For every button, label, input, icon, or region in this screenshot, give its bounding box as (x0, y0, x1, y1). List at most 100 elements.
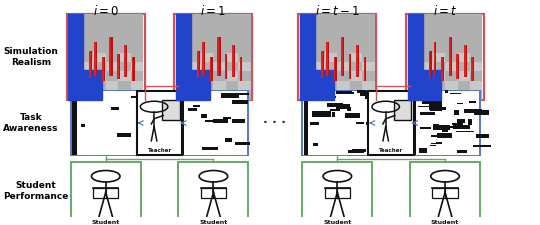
FancyBboxPatch shape (457, 103, 463, 104)
FancyBboxPatch shape (406, 14, 484, 100)
FancyBboxPatch shape (176, 72, 188, 81)
FancyBboxPatch shape (300, 72, 312, 81)
FancyBboxPatch shape (131, 62, 143, 72)
FancyBboxPatch shape (206, 120, 213, 122)
Text: Student: Student (323, 220, 352, 225)
FancyBboxPatch shape (71, 162, 141, 220)
FancyBboxPatch shape (118, 72, 131, 81)
FancyBboxPatch shape (240, 57, 242, 81)
FancyBboxPatch shape (441, 57, 443, 81)
FancyBboxPatch shape (327, 103, 343, 107)
FancyBboxPatch shape (310, 122, 319, 125)
FancyBboxPatch shape (325, 53, 338, 62)
FancyBboxPatch shape (179, 91, 247, 155)
FancyBboxPatch shape (411, 91, 416, 155)
FancyBboxPatch shape (429, 51, 431, 78)
FancyBboxPatch shape (201, 72, 213, 81)
FancyBboxPatch shape (81, 81, 93, 90)
FancyBboxPatch shape (201, 114, 207, 118)
FancyBboxPatch shape (433, 53, 445, 62)
FancyBboxPatch shape (345, 113, 360, 118)
FancyBboxPatch shape (304, 91, 308, 155)
FancyBboxPatch shape (408, 90, 420, 100)
FancyBboxPatch shape (71, 90, 141, 155)
FancyBboxPatch shape (217, 37, 220, 76)
Text: Student: Student (431, 220, 459, 225)
FancyBboxPatch shape (341, 37, 345, 76)
FancyBboxPatch shape (300, 53, 312, 62)
FancyBboxPatch shape (471, 57, 473, 81)
FancyBboxPatch shape (303, 91, 372, 155)
FancyBboxPatch shape (411, 91, 479, 155)
FancyBboxPatch shape (226, 90, 238, 100)
FancyBboxPatch shape (313, 143, 318, 146)
Text: $i = t$: $i = t$ (433, 4, 457, 18)
FancyBboxPatch shape (476, 134, 489, 138)
FancyBboxPatch shape (210, 57, 212, 81)
FancyBboxPatch shape (348, 54, 350, 79)
FancyBboxPatch shape (68, 72, 81, 81)
FancyBboxPatch shape (202, 42, 204, 76)
FancyBboxPatch shape (338, 62, 350, 72)
FancyBboxPatch shape (237, 93, 249, 95)
FancyBboxPatch shape (367, 147, 382, 150)
FancyBboxPatch shape (436, 142, 442, 144)
FancyBboxPatch shape (298, 14, 376, 100)
FancyBboxPatch shape (420, 126, 430, 129)
FancyBboxPatch shape (433, 90, 445, 100)
FancyBboxPatch shape (418, 89, 435, 94)
FancyBboxPatch shape (89, 51, 91, 78)
FancyBboxPatch shape (450, 93, 461, 94)
Polygon shape (408, 14, 423, 70)
FancyBboxPatch shape (341, 37, 343, 76)
FancyBboxPatch shape (468, 119, 472, 125)
FancyBboxPatch shape (321, 51, 324, 78)
FancyBboxPatch shape (326, 42, 329, 76)
FancyBboxPatch shape (454, 125, 470, 129)
FancyBboxPatch shape (89, 51, 92, 78)
FancyBboxPatch shape (368, 90, 414, 155)
FancyBboxPatch shape (197, 51, 199, 78)
FancyBboxPatch shape (352, 149, 366, 152)
FancyBboxPatch shape (442, 128, 448, 132)
FancyBboxPatch shape (433, 124, 440, 127)
FancyBboxPatch shape (350, 53, 362, 62)
FancyBboxPatch shape (223, 117, 231, 119)
Text: Task
Awareness: Task Awareness (3, 113, 59, 133)
FancyBboxPatch shape (300, 14, 375, 100)
Text: · · ·: · · · (263, 117, 286, 129)
FancyBboxPatch shape (357, 90, 366, 93)
FancyBboxPatch shape (464, 45, 467, 77)
FancyBboxPatch shape (81, 62, 93, 72)
FancyBboxPatch shape (320, 96, 336, 98)
FancyBboxPatch shape (437, 133, 452, 138)
FancyBboxPatch shape (366, 122, 372, 125)
FancyBboxPatch shape (456, 131, 474, 132)
FancyBboxPatch shape (131, 81, 143, 90)
FancyBboxPatch shape (422, 99, 438, 104)
FancyBboxPatch shape (429, 145, 436, 146)
FancyBboxPatch shape (440, 126, 454, 128)
FancyBboxPatch shape (469, 101, 476, 103)
FancyBboxPatch shape (174, 14, 253, 100)
FancyBboxPatch shape (441, 57, 444, 81)
FancyBboxPatch shape (350, 90, 362, 100)
FancyBboxPatch shape (201, 53, 213, 62)
FancyBboxPatch shape (217, 37, 219, 76)
FancyBboxPatch shape (418, 106, 435, 107)
FancyBboxPatch shape (210, 57, 213, 81)
FancyBboxPatch shape (117, 54, 119, 79)
FancyBboxPatch shape (201, 188, 226, 198)
FancyBboxPatch shape (106, 62, 118, 72)
FancyBboxPatch shape (420, 112, 435, 115)
FancyBboxPatch shape (420, 62, 433, 72)
FancyBboxPatch shape (197, 51, 200, 78)
FancyBboxPatch shape (213, 62, 226, 72)
FancyBboxPatch shape (178, 90, 248, 155)
FancyBboxPatch shape (363, 57, 365, 81)
FancyBboxPatch shape (464, 109, 482, 113)
FancyBboxPatch shape (106, 81, 118, 90)
FancyBboxPatch shape (454, 110, 459, 115)
FancyBboxPatch shape (474, 110, 489, 115)
FancyBboxPatch shape (336, 104, 350, 108)
